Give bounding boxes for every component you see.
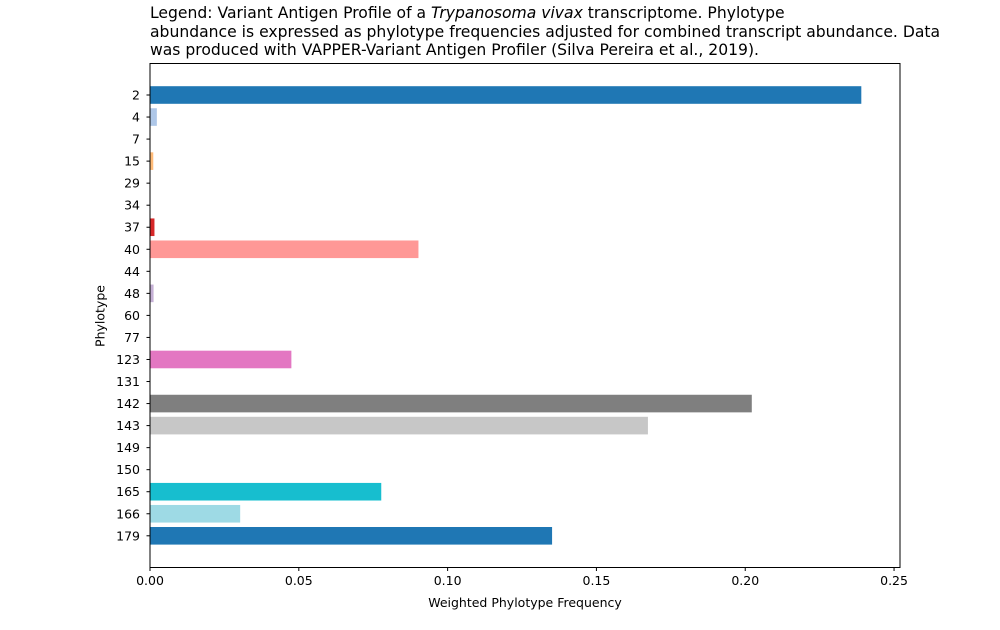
bars-group (150, 86, 862, 545)
y-tick-label-165: 165 (116, 484, 140, 499)
caption-prefix: Legend: Variant Antigen Profile of a (150, 4, 432, 22)
figure-legend-caption: Legend: Variant Antigen Profile of a Try… (150, 4, 1000, 60)
y-tick-label-29: 29 (124, 176, 140, 191)
bar-phylotype-15 (150, 152, 154, 170)
x-tick-label: 0.25 (880, 573, 908, 588)
bar-phylotype-40 (150, 240, 419, 259)
y-tick-label-2: 2 (132, 88, 140, 103)
y-tick-label-131: 131 (116, 374, 140, 389)
bar-phylotype-166 (150, 504, 241, 523)
y-tick-label-166: 166 (116, 506, 140, 521)
y-tick-label-123: 123 (116, 352, 140, 367)
y-tick-label-150: 150 (116, 462, 140, 477)
bar-phylotype-48 (150, 284, 154, 303)
y-tick-label-40: 40 (124, 242, 140, 257)
bar-phylotype-123 (150, 350, 292, 369)
x-axis: 0.00 0.05 0.10 0.15 0.20 0.25 (136, 567, 908, 588)
x-axis-label: Weighted Phylotype Frequency (428, 595, 622, 610)
x-tick-label: 0.15 (583, 573, 611, 588)
x-tick-label: 0.10 (434, 573, 462, 588)
bar-phylotype-142 (150, 394, 752, 413)
y-tick-label-34: 34 (124, 198, 140, 213)
bar-phylotype-179 (150, 527, 553, 545)
bar-phylotype-165 (150, 482, 382, 501)
y-tick-label-15: 15 (124, 154, 140, 169)
y-tick-label-7: 7 (132, 132, 140, 147)
y-tick-label-179: 179 (116, 528, 140, 543)
x-tick-label: 0.00 (136, 573, 164, 588)
y-tick-label-149: 149 (116, 440, 140, 455)
bar-phylotype-37 (150, 218, 155, 237)
caption-line-1: Legend: Variant Antigen Profile of a Try… (150, 4, 1000, 23)
y-tick-label-60: 60 (124, 308, 140, 323)
bar-phylotype-2 (150, 86, 862, 104)
y-tick-label-4: 4 (132, 110, 140, 125)
y-axis: 2 4 7 15 29 34 37 40 44 48 60 77 123 131 142 143 149 150 1… (116, 88, 150, 543)
x-tick-label: 0.05 (285, 573, 313, 588)
caption-line-3: was produced with VAPPER-Variant Antigen… (150, 41, 759, 59)
y-tick-label-37: 37 (124, 220, 140, 235)
y-tick-label-143: 143 (116, 418, 140, 433)
x-tick-label: 0.20 (731, 573, 759, 588)
bar-phylotype-143 (150, 416, 648, 435)
y-axis-label: Phylotype (93, 285, 108, 347)
caption-line-2: abundance is expressed as phylotype freq… (150, 22, 941, 41)
caption-species: Trypanosoma vivax (431, 4, 583, 22)
bar-phylotype-4 (150, 108, 157, 126)
caption-line-1-suffix: transcriptome. Phylotype (582, 4, 785, 22)
y-tick-label-142: 142 (116, 396, 140, 411)
y-tick-label-48: 48 (124, 286, 140, 301)
y-tick-label-77: 77 (124, 330, 140, 345)
y-tick-label-44: 44 (124, 264, 140, 279)
